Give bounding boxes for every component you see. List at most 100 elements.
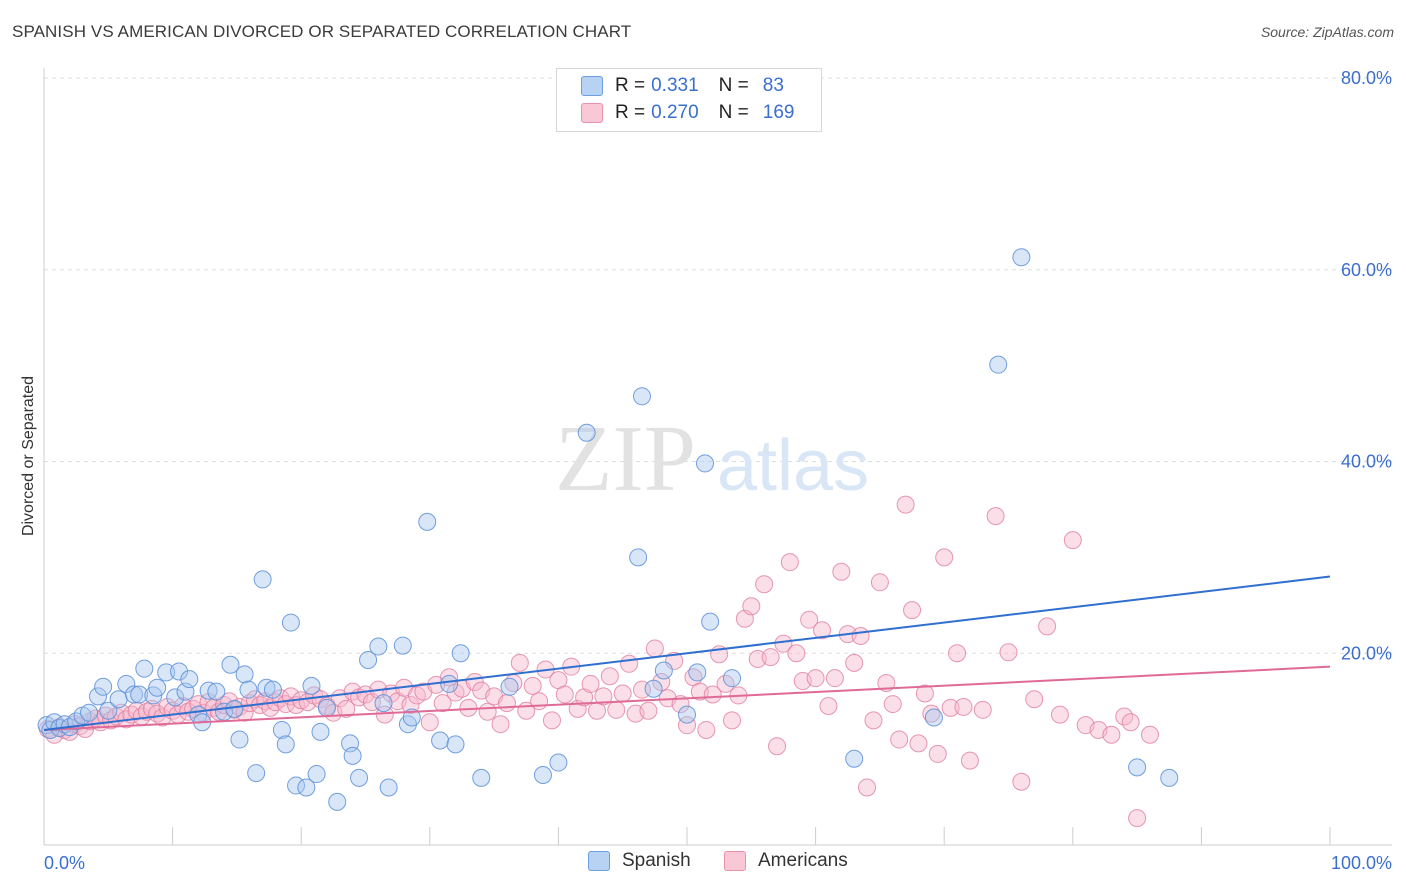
- legend-r-label: R =: [615, 75, 646, 96]
- americans-point: [960, 751, 979, 770]
- spanish-point: [247, 764, 266, 783]
- spanish-point: [1128, 758, 1147, 777]
- spanish-point: [272, 720, 291, 739]
- spanish-point: [307, 765, 326, 784]
- americans-point: [600, 667, 619, 686]
- americans-point: [941, 698, 960, 717]
- americans-point: [530, 692, 549, 711]
- spanish-point: [130, 685, 149, 704]
- americans-point: [973, 700, 992, 719]
- series-legend: Spanish Americans: [0, 850, 1406, 878]
- spanish-point: [723, 669, 742, 688]
- legend-n-value: 169: [762, 102, 795, 123]
- spanish-point: [446, 735, 465, 754]
- spanish-point: [472, 768, 491, 787]
- spanish-point: [166, 688, 185, 707]
- americans-point: [903, 601, 922, 620]
- americans-point: [1025, 690, 1044, 709]
- legend-n-label: N =: [718, 75, 749, 96]
- spanish-point: [577, 423, 596, 442]
- americans-point: [491, 715, 510, 734]
- americans-point: [652, 673, 671, 692]
- americans-point: [235, 703, 254, 722]
- americans-points: [38, 495, 1159, 828]
- spanish-point: [924, 708, 943, 727]
- legend-swatch-spanish: [588, 851, 610, 871]
- spanish-point: [317, 698, 336, 717]
- spanish-point: [109, 690, 128, 709]
- spanish-point: [549, 753, 568, 772]
- legend-n-label: N =: [718, 102, 749, 123]
- spanish-point: [1160, 768, 1179, 787]
- spanish-point: [157, 663, 176, 682]
- spanish-point: [135, 659, 154, 678]
- legend-item-americans: Americans: [724, 850, 848, 872]
- spanish-point: [148, 678, 167, 697]
- spanish-point: [845, 749, 864, 768]
- spanish-point: [328, 792, 347, 811]
- spanish-point: [500, 677, 519, 696]
- x-tick-label: 0.0%: [44, 853, 85, 873]
- americans-point: [742, 597, 761, 616]
- x-tick-label: 100.0%: [1331, 853, 1392, 873]
- americans-point: [800, 610, 819, 629]
- americans-point: [896, 495, 915, 514]
- legend-r-value: 0.331: [651, 75, 699, 96]
- americans-point: [986, 507, 1005, 526]
- americans-point: [883, 695, 902, 714]
- americans-point: [768, 737, 787, 756]
- americans-point: [864, 711, 883, 730]
- americans-point: [928, 744, 947, 763]
- americans-point: [806, 669, 825, 688]
- americans-point: [620, 654, 639, 673]
- spanish-point: [80, 703, 99, 722]
- americans-point: [478, 702, 497, 721]
- americans-point: [510, 653, 529, 672]
- americans-point: [999, 643, 1018, 662]
- americans-point: [935, 548, 954, 567]
- spanish-point: [688, 663, 707, 682]
- americans-point: [703, 685, 722, 704]
- legend-row-americans: R = 0.270 N = 169: [581, 100, 794, 126]
- spanish-point: [678, 705, 696, 724]
- spanish-point: [276, 735, 295, 754]
- legend-swatch-americans: [581, 103, 603, 123]
- americans-point: [819, 696, 838, 715]
- spanish-point: [221, 655, 240, 674]
- spanish-point: [696, 454, 715, 473]
- spanish-point: [644, 679, 663, 698]
- legend-swatch-americans: [724, 851, 746, 871]
- spanish-point: [99, 701, 118, 720]
- spanish-point: [533, 766, 552, 785]
- americans-point: [1121, 713, 1140, 732]
- spanish-point: [257, 678, 276, 697]
- americans-point: [1128, 809, 1147, 828]
- legend-n-value: 83: [762, 75, 784, 96]
- spanish-point: [629, 548, 648, 567]
- legend-r-value: 0.270: [651, 102, 699, 123]
- americans-point: [755, 575, 774, 594]
- grid-lines: [44, 77, 1392, 654]
- spanish-point: [701, 612, 720, 631]
- spanish-trend-line: [43, 575, 1331, 731]
- source-label: Source: ZipAtlas.com: [1260, 24, 1394, 40]
- spanish-point: [253, 570, 272, 589]
- legend-row-spanish: R = 0.331 N = 83: [581, 73, 784, 99]
- americans-point: [337, 699, 356, 718]
- y-tick-label: 40.0%: [1341, 452, 1392, 472]
- correlation-legend: R = 0.331 N = 83 R = 0.270 N = 169: [556, 68, 822, 132]
- americans-point: [594, 687, 613, 706]
- trend-lines: [43, 575, 1331, 731]
- americans-point: [581, 674, 600, 693]
- spanish-point: [418, 512, 437, 531]
- americans-point: [1063, 531, 1082, 550]
- americans-point: [954, 697, 973, 716]
- spanish-point: [654, 661, 673, 680]
- legend-label-americans: Americans: [758, 850, 848, 871]
- spanish-point: [180, 670, 199, 689]
- americans-point: [678, 716, 696, 735]
- legend-label-spanish: Spanish: [622, 850, 691, 871]
- americans-point: [877, 673, 896, 692]
- axes: [43, 68, 1392, 846]
- legend-swatch-spanish: [581, 76, 603, 96]
